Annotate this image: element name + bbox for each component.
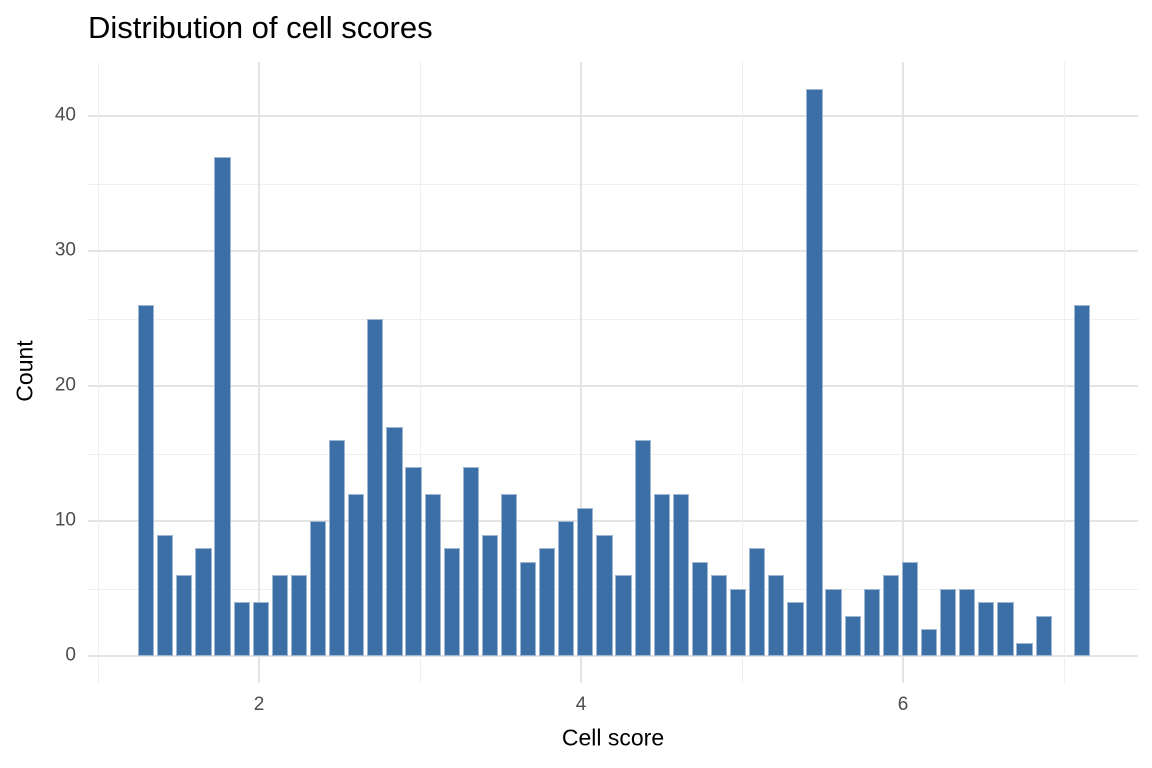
histogram-bar [768, 575, 785, 656]
gridline-y-major [88, 250, 1138, 252]
histogram-bar [634, 440, 651, 656]
histogram-bar [615, 575, 632, 656]
histogram-bar [462, 467, 479, 656]
histogram-bar [730, 588, 747, 656]
histogram-bar [309, 521, 327, 656]
histogram-bar [997, 602, 1014, 656]
histogram-bar [443, 548, 460, 656]
histogram-bar [596, 534, 613, 656]
histogram-bar [882, 575, 899, 656]
y-tick-label: 20 [54, 374, 76, 396]
gridline-x-minor [742, 62, 743, 683]
histogram-bar [481, 534, 498, 656]
histogram-bar [1035, 615, 1052, 656]
plot-panel [88, 62, 1138, 683]
histogram-bar [978, 602, 995, 656]
histogram-bar [749, 548, 766, 656]
histogram-bar [1016, 642, 1033, 656]
histogram-bar [539, 548, 556, 656]
histogram-bar [157, 534, 174, 656]
histogram-bar [577, 507, 594, 656]
histogram-bar [367, 318, 384, 656]
histogram-bar [940, 588, 957, 656]
gridline-y-major [88, 520, 1138, 522]
gridline-x-minor [420, 62, 421, 683]
histogram-bar [806, 89, 823, 656]
gridline-y-major [88, 655, 1138, 657]
histogram-bar [710, 575, 728, 656]
histogram-bar [844, 615, 861, 656]
gridline-x-minor [1064, 62, 1065, 683]
histogram-bar [233, 602, 250, 656]
gridline-y-minor [88, 453, 1138, 455]
gridline-y-major [88, 115, 1138, 117]
histogram-bar [901, 561, 919, 656]
histogram-bar [691, 561, 709, 656]
y-tick-label: 40 [54, 104, 76, 126]
histogram-bar [558, 521, 575, 656]
histogram-bar [863, 588, 880, 656]
histogram-bar [424, 494, 441, 656]
y-tick-label: 30 [54, 239, 76, 261]
x-tick-label: 2 [253, 694, 265, 715]
y-tick-label: 0 [65, 644, 76, 666]
histogram-bar [1073, 305, 1090, 656]
histogram-bar [195, 548, 212, 656]
histogram-bar [138, 305, 155, 656]
histogram-bar [787, 602, 804, 656]
histogram-bar [920, 629, 938, 656]
x-tick-label: 6 [897, 694, 909, 715]
gridline-x-major [258, 62, 260, 683]
gridline-x-minor [98, 62, 99, 683]
chart-title: Distribution of cell scores [88, 10, 433, 45]
gridline-y-minor [88, 318, 1138, 320]
histogram-bar [519, 561, 537, 656]
gridline-x-major [902, 62, 904, 683]
histogram-bar [386, 426, 403, 656]
histogram-bar [405, 467, 422, 656]
histogram-bar [329, 440, 346, 656]
gridline-y-minor [88, 588, 1138, 590]
histogram-bar [825, 588, 842, 656]
histogram-bar [290, 575, 308, 656]
histogram-bar [214, 156, 231, 656]
histogram-bar [959, 588, 976, 656]
gridline-y-major [88, 385, 1138, 387]
histogram-bar [348, 494, 365, 656]
histogram-bar [252, 602, 269, 656]
x-tick-label: 4 [575, 694, 587, 715]
histogram-bar [176, 575, 193, 656]
histogram-bar [672, 494, 689, 656]
histogram-bar [271, 575, 288, 656]
histogram-bar [653, 494, 670, 656]
histogram-bar [500, 494, 518, 656]
x-axis-title: Cell score [561, 724, 665, 751]
gridline-y-minor [88, 183, 1138, 185]
gridline-x-major [580, 62, 582, 683]
y-tick-label: 10 [54, 509, 76, 531]
